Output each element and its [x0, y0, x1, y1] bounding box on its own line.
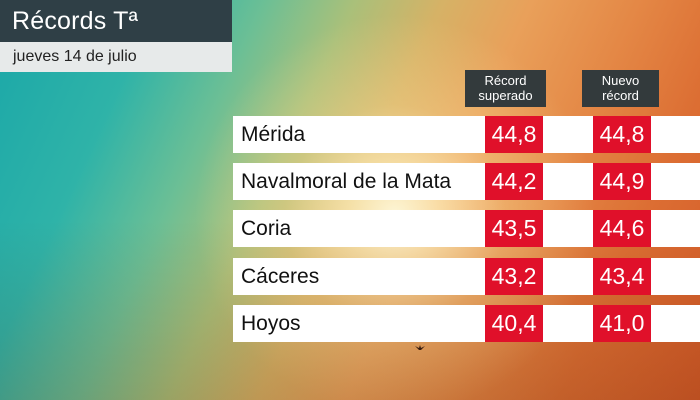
column-header-nuevo-record: Nuevo récord [582, 70, 659, 107]
column-header-record-superado: Récord superado [465, 70, 546, 107]
nuevo-record-value: 44,8 [593, 116, 651, 153]
table-row: Mérida 44,8 44,8 [233, 116, 700, 153]
column-header-line: Récord [484, 73, 527, 88]
bird-silhouette-icon [415, 345, 425, 350]
date-label: jueves 14 de julio [0, 42, 232, 72]
record-superado-value: 43,2 [485, 258, 543, 295]
city-name: Cáceres [241, 265, 320, 288]
page-title: Récords Tª máxima [0, 0, 232, 77]
column-header-line: Nuevo [601, 73, 640, 88]
column-header-line: superado [478, 88, 533, 103]
table-row: Cáceres 43,2 43,4 [233, 258, 700, 295]
table-row: Coria 43,5 44,6 [233, 210, 700, 247]
nuevo-record-value: 44,6 [593, 210, 651, 247]
nuevo-record-value: 43,4 [593, 258, 651, 295]
record-superado-value: 44,8 [485, 116, 543, 153]
city-name: Navalmoral de la Mata [241, 170, 452, 193]
record-superado-value: 43,5 [485, 210, 543, 247]
city-name: Coria [241, 217, 292, 240]
nuevo-record-value: 41,0 [593, 305, 651, 342]
column-header-line: récord [602, 88, 639, 103]
nuevo-record-value: 44,9 [593, 163, 651, 200]
table-row: Navalmoral de la Mata 44,2 44,9 [233, 163, 700, 200]
city-name: Mérida [241, 123, 306, 146]
table-row: Hoyos 40,4 41,0 [233, 305, 700, 342]
record-superado-value: 44,2 [485, 163, 543, 200]
city-name: Hoyos [241, 312, 301, 335]
record-superado-value: 40,4 [485, 305, 543, 342]
